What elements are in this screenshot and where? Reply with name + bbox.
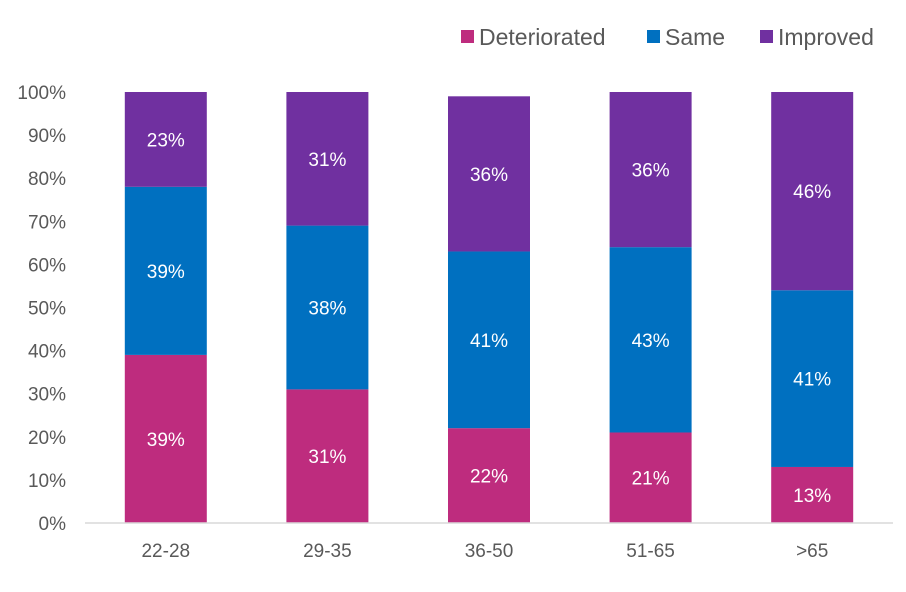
- x-axis: 22-28 29-35 36-50 51-65 >65: [85, 522, 893, 562]
- bar-segment-improved: [448, 96, 530, 252]
- bar-segment-deteriorated: [124, 354, 207, 523]
- bar-segment-same: [448, 251, 530, 429]
- y-tick-label: 80%: [28, 169, 66, 190]
- data-label: 38%: [308, 299, 346, 320]
- legend-item: Improved: [760, 24, 874, 50]
- bar-segment-improved: [286, 92, 369, 226]
- bar-segment-same: [124, 186, 207, 355]
- data-label: 31%: [308, 447, 346, 468]
- data-label: 31%: [308, 150, 346, 171]
- bar-stack: 22% 41% 36%: [448, 96, 530, 523]
- x-tick-label: 29-35: [303, 541, 352, 562]
- data-label: 22%: [470, 467, 508, 488]
- data-label: 39%: [147, 430, 185, 451]
- x-tick-label: 51-65: [626, 541, 675, 562]
- y-tick-label: 50%: [28, 299, 66, 320]
- data-label: 36%: [470, 165, 508, 186]
- x-tick-label: >65: [796, 541, 828, 562]
- bar-stack: 13% 41% 46%: [771, 92, 854, 523]
- legend-swatch: [461, 30, 474, 43]
- legend-label: Deteriorated: [479, 24, 606, 50]
- y-tick-label: 40%: [28, 342, 66, 363]
- bar-segment-deteriorated: [771, 466, 854, 523]
- legend-swatch: [760, 30, 773, 43]
- y-tick-label: 10%: [28, 471, 66, 492]
- bar-stack: 31% 38% 31%: [286, 92, 369, 523]
- bar-segment-improved: [609, 92, 692, 248]
- bar-segment-deteriorated: [448, 428, 530, 523]
- y-tick-label: 70%: [28, 212, 66, 233]
- legend-label: Same: [665, 24, 725, 50]
- legend: Deteriorated Same Improved: [461, 24, 874, 50]
- bar-segment-improved: [771, 92, 854, 291]
- bar-segment-same: [609, 247, 692, 433]
- bar-segment-improved: [124, 92, 207, 187]
- data-label: 41%: [470, 331, 508, 352]
- bar-segment-deteriorated: [609, 432, 692, 523]
- y-tick-label: 60%: [28, 255, 66, 276]
- y-axis: 0% 10% 20% 30% 40% 50% 60% 70% 80% 90% 100%: [17, 83, 66, 535]
- data-label: 46%: [793, 182, 831, 203]
- data-label: 13%: [793, 486, 831, 507]
- data-label: 36%: [632, 161, 670, 182]
- legend-label: Improved: [778, 24, 874, 50]
- legend-item: Same: [647, 24, 725, 50]
- y-tick-label: 30%: [28, 385, 66, 406]
- bar-segment-same: [286, 225, 369, 390]
- y-tick-label: 100%: [17, 83, 66, 104]
- bars: 39% 39% 23% 31% 38% 31% 22% 41% 36% 21% 43% 36% 13% 4…: [124, 92, 854, 523]
- bar-stack: 39% 39% 23%: [124, 92, 207, 523]
- data-label: 39%: [147, 262, 185, 283]
- data-label: 21%: [632, 469, 670, 490]
- y-tick-label: 90%: [28, 126, 66, 147]
- legend-item: Deteriorated: [461, 24, 606, 50]
- legend-swatch: [647, 30, 660, 43]
- bar-segment-same: [771, 290, 854, 467]
- data-label: 23%: [147, 130, 185, 151]
- data-label: 41%: [793, 370, 831, 391]
- y-tick-label: 0%: [39, 514, 67, 535]
- y-tick-label: 20%: [28, 428, 66, 449]
- data-label: 43%: [632, 331, 670, 352]
- x-tick-label: 22-28: [141, 541, 190, 562]
- bar-stack: 21% 43% 36%: [609, 92, 692, 523]
- x-tick-label: 36-50: [465, 541, 514, 562]
- bar-segment-deteriorated: [286, 389, 369, 523]
